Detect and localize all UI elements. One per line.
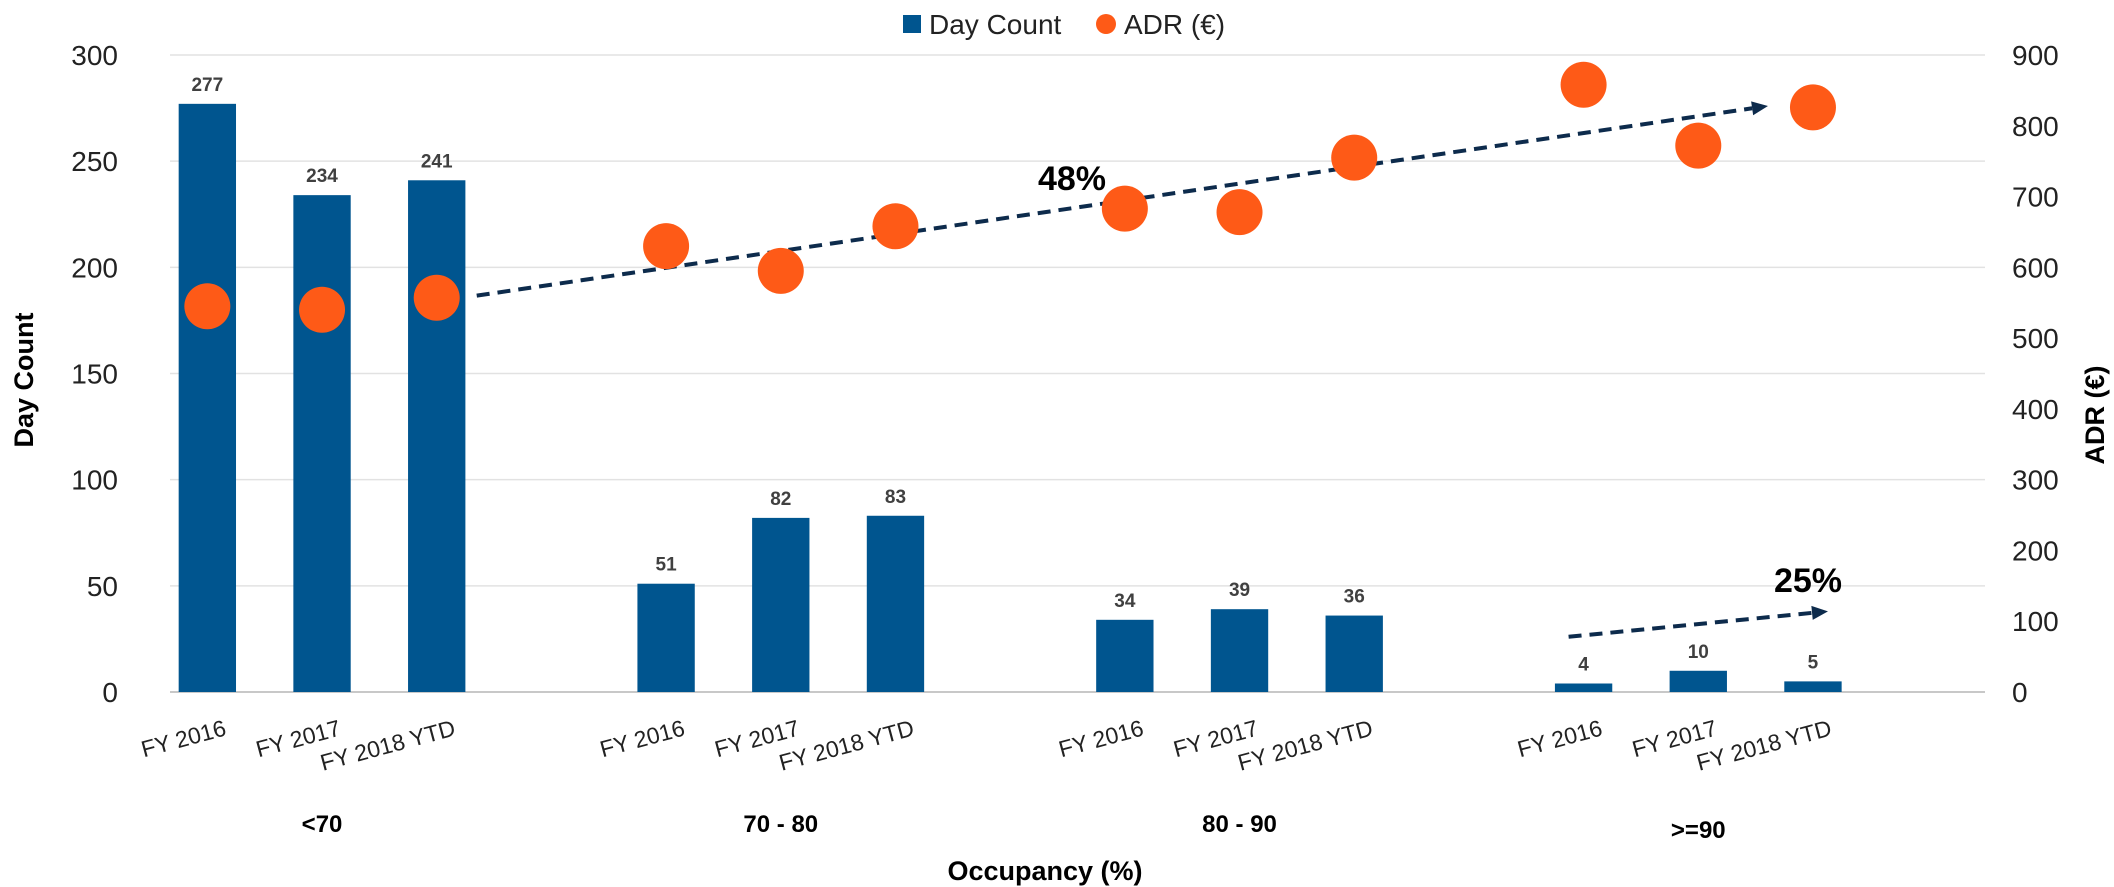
left-axis-ticks: 0 50 100 150 200 250 300 bbox=[71, 40, 118, 708]
day-count-data-label: 10 bbox=[1688, 642, 1709, 663]
day-count-bar bbox=[1096, 619, 1154, 692]
day-count-data-label: 234 bbox=[306, 166, 338, 187]
adr-point bbox=[184, 283, 231, 330]
adr-point bbox=[643, 223, 690, 270]
left-tick-label: 50 bbox=[87, 571, 118, 602]
y-axis-title: Day Count bbox=[9, 312, 39, 447]
day-count-data-label: 5 bbox=[1808, 652, 1819, 673]
adr-points bbox=[184, 61, 1836, 333]
day-count-bar bbox=[1669, 670, 1727, 692]
day-count-bars bbox=[178, 103, 1842, 692]
trend-arrow-head bbox=[1811, 605, 1828, 620]
right-tick-label: 200 bbox=[2012, 535, 2059, 566]
group-label: 80 - 90 bbox=[1202, 811, 1277, 838]
day-count-data-label: 277 bbox=[191, 75, 223, 96]
legend-day-count-label: Day Count bbox=[929, 9, 1062, 40]
day-count-bar bbox=[866, 515, 925, 692]
day-count-data-label: 82 bbox=[770, 489, 791, 510]
left-tick-label: 0 bbox=[102, 677, 118, 708]
left-tick-label: 250 bbox=[71, 146, 118, 177]
legend-day-count-swatch bbox=[903, 15, 921, 33]
legend-adr-swatch bbox=[1096, 14, 1116, 34]
right-axis-ticks: 0 100 200 300 400 500 600 700 800 900 bbox=[2012, 40, 2059, 708]
category-label: FY 2016 bbox=[1515, 715, 1605, 763]
trend-arrow-head bbox=[1751, 101, 1768, 116]
trend-arrow-line bbox=[1568, 610, 1813, 639]
adr-point bbox=[872, 203, 919, 250]
annotation-25-percent: 25% bbox=[1774, 562, 1842, 600]
left-tick-label: 200 bbox=[71, 252, 118, 283]
right-tick-label: 400 bbox=[2012, 394, 2059, 425]
x-axis-title: Occupancy (%) bbox=[947, 856, 1142, 886]
category-label: FY 2016 bbox=[1056, 715, 1146, 763]
day-count-data-label: 36 bbox=[1344, 587, 1365, 608]
category-label: FY 2016 bbox=[138, 715, 228, 763]
group-label: 70 - 80 bbox=[743, 811, 818, 838]
group-labels: <70 70 - 80 80 - 90 >=90 bbox=[302, 811, 1726, 844]
adr-point bbox=[1101, 185, 1148, 232]
right-tick-label: 0 bbox=[2012, 677, 2028, 708]
right-tick-label: 600 bbox=[2012, 252, 2059, 283]
adr-point bbox=[1216, 189, 1263, 236]
right-tick-label: 900 bbox=[2012, 40, 2059, 71]
right-tick-label: 700 bbox=[2012, 182, 2059, 213]
adr-point bbox=[1789, 84, 1836, 131]
day-count-data-label: 83 bbox=[885, 487, 906, 508]
trend-arrow-line bbox=[476, 106, 1753, 298]
day-count-bar bbox=[408, 180, 466, 692]
right-tick-label: 800 bbox=[2012, 111, 2059, 142]
group-label: >=90 bbox=[1671, 817, 1726, 844]
trend-arrows bbox=[476, 101, 1828, 639]
adr-point bbox=[1560, 61, 1607, 108]
day-count-bar bbox=[293, 195, 351, 692]
category-label: FY 2016 bbox=[597, 715, 687, 763]
day-count-bar bbox=[1325, 615, 1383, 692]
day-count-data-label: 34 bbox=[1114, 591, 1136, 612]
day-count-bar bbox=[1784, 681, 1842, 692]
left-tick-label: 150 bbox=[71, 359, 118, 390]
adr-point bbox=[1331, 134, 1378, 181]
day-count-bar bbox=[178, 103, 237, 692]
legend-adr-label: ADR (€) bbox=[1124, 9, 1225, 40]
day-count-bar bbox=[752, 517, 810, 692]
adr-point bbox=[1675, 122, 1722, 169]
day-count-bar bbox=[1554, 683, 1613, 692]
y2-axis-title: ADR (€) bbox=[2080, 366, 2110, 465]
day-count-data-label: 4 bbox=[1578, 655, 1589, 676]
left-tick-label: 100 bbox=[71, 465, 118, 496]
adr-point bbox=[299, 286, 346, 333]
day-count-bar bbox=[1210, 609, 1269, 692]
group-label: <70 bbox=[302, 811, 343, 838]
day-count-data-label: 39 bbox=[1229, 580, 1250, 601]
adr-point bbox=[413, 274, 460, 321]
right-tick-label: 300 bbox=[2012, 465, 2059, 496]
day-count-data-label: 51 bbox=[656, 555, 678, 576]
adr-point bbox=[757, 247, 804, 294]
right-tick-label: 500 bbox=[2012, 323, 2059, 354]
right-tick-label: 100 bbox=[2012, 606, 2059, 637]
day-count-bar bbox=[637, 583, 695, 692]
day-count-data-labels: 277 234 241 51 82 83 34 39 36 4 10 5 bbox=[191, 75, 1818, 676]
day-count-data-label: 241 bbox=[421, 151, 453, 172]
annotation-48-percent: 48% bbox=[1038, 160, 1106, 198]
left-tick-label: 300 bbox=[71, 40, 118, 71]
legend: Day Count ADR (€) bbox=[903, 9, 1225, 40]
